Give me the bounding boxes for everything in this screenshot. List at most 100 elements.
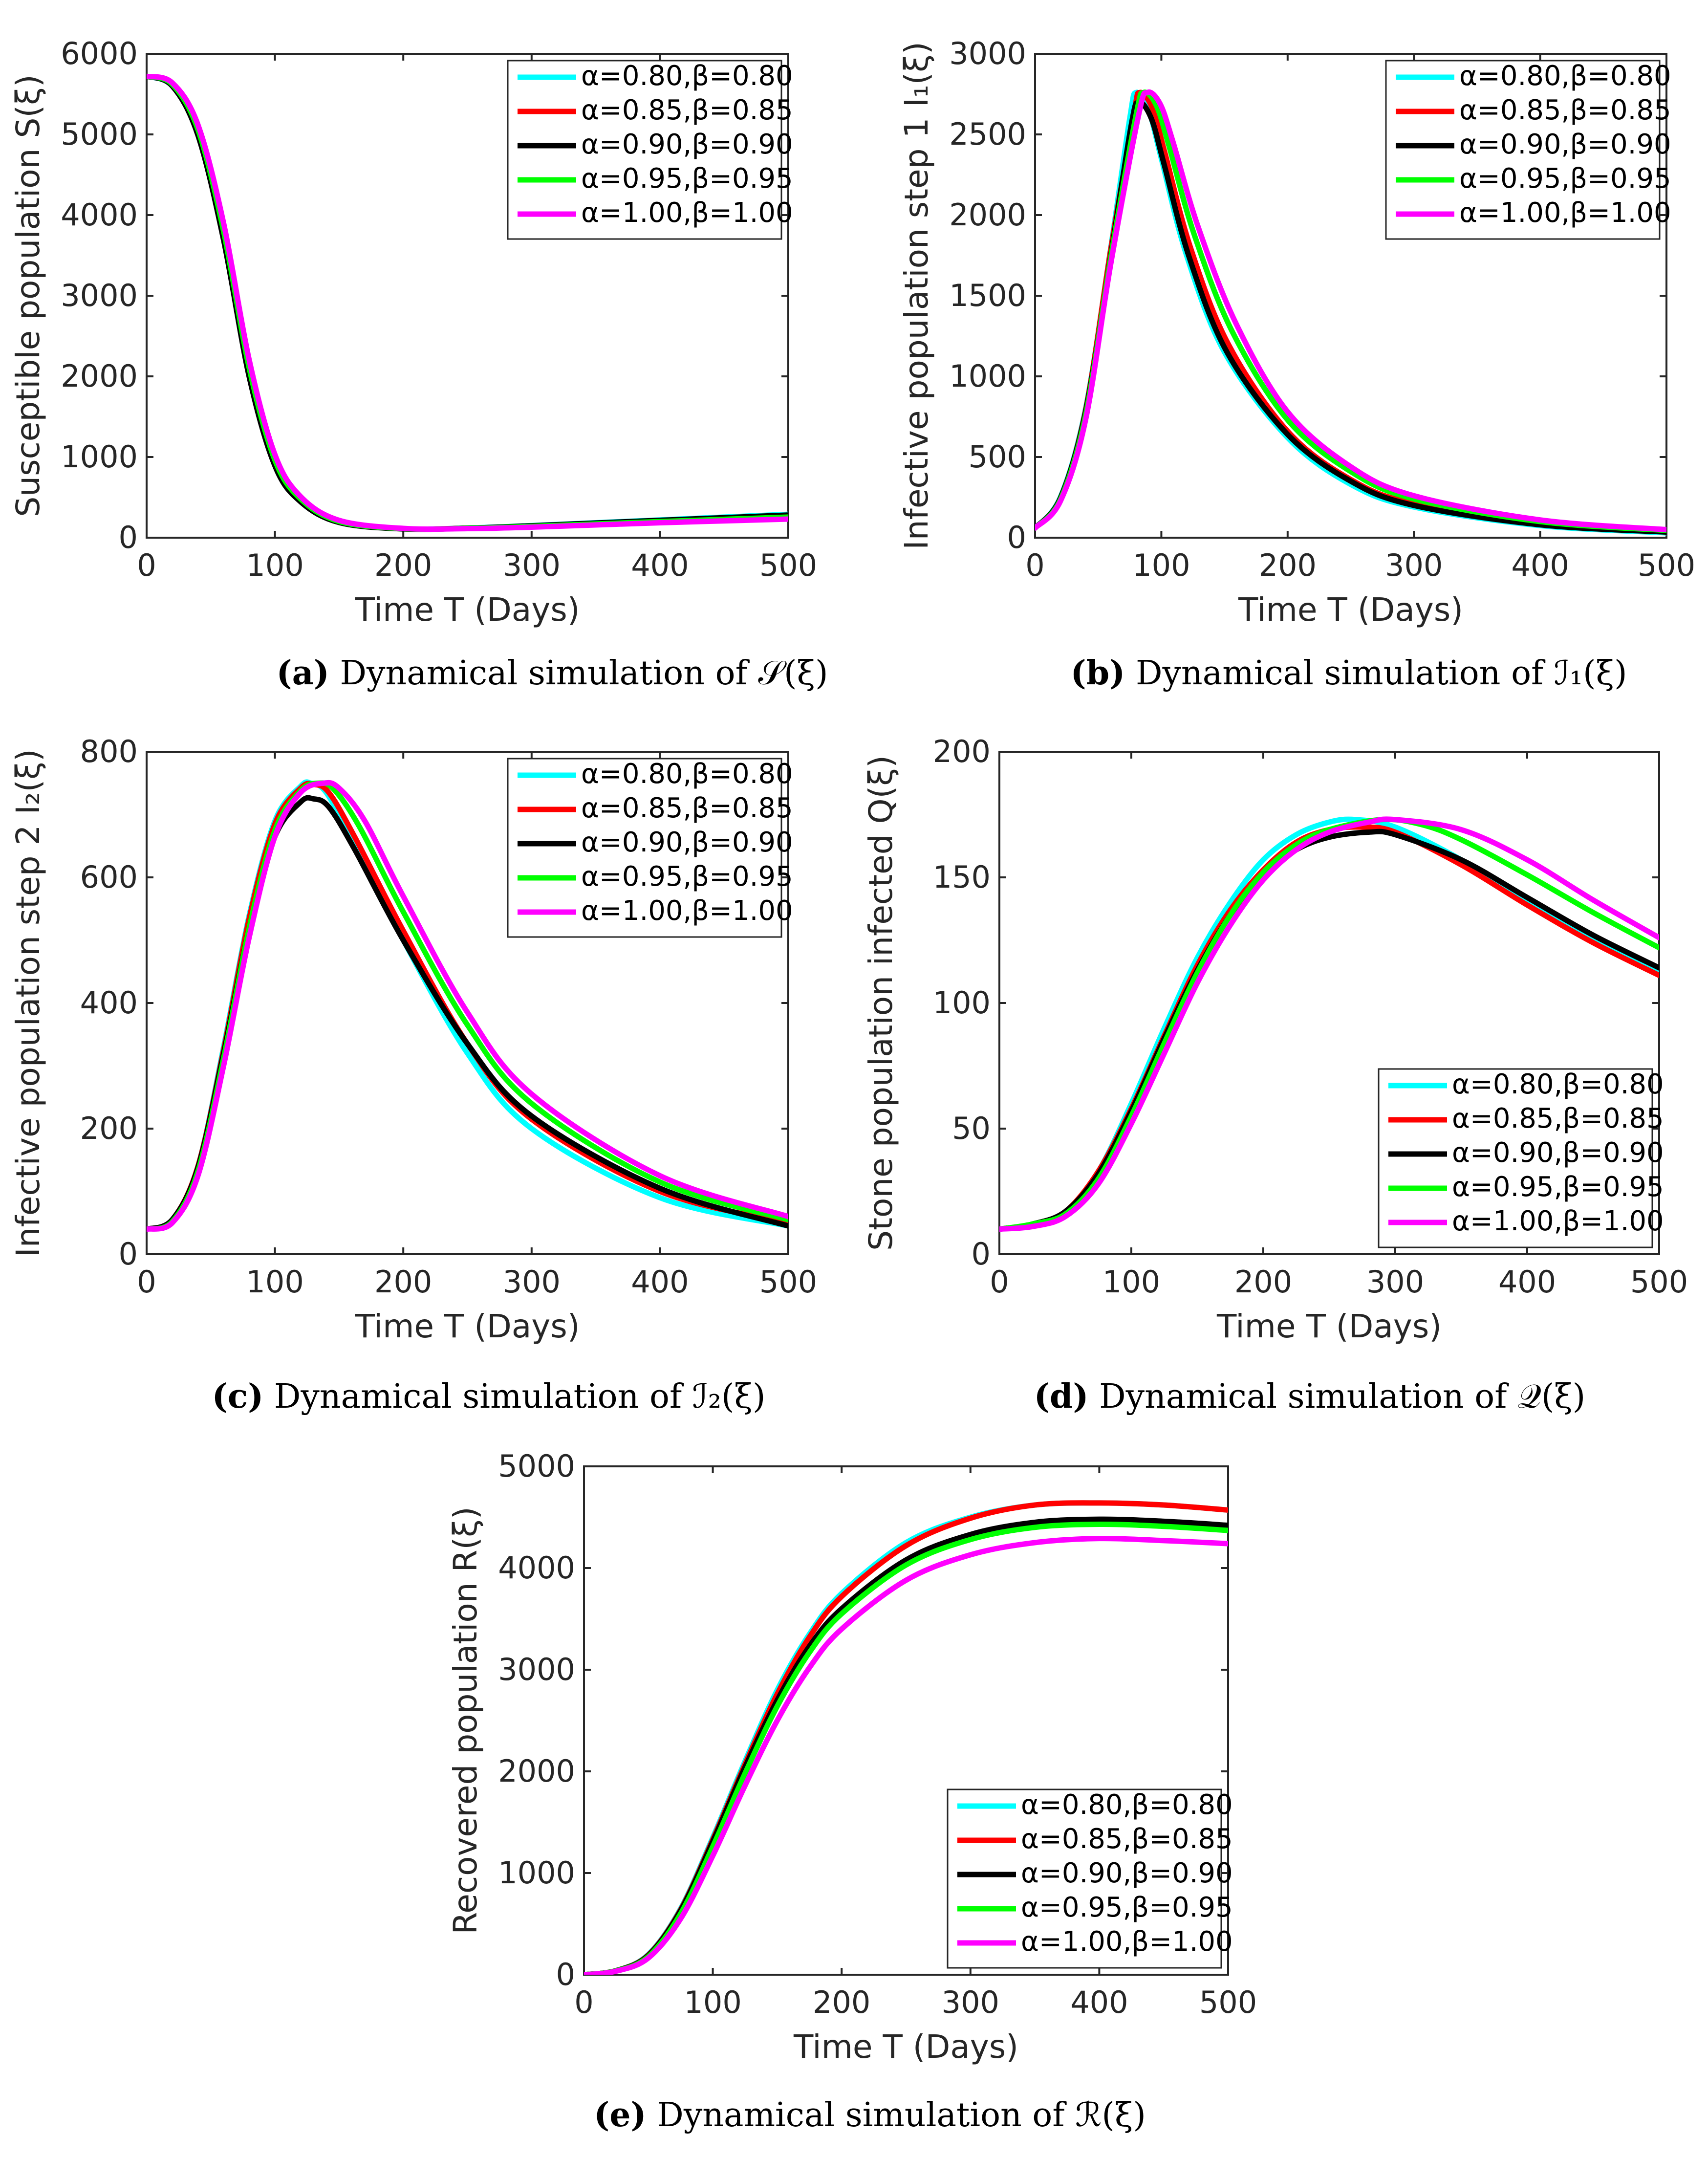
caption-tag: (c) bbox=[212, 1377, 264, 1416]
x-tick-label: 200 bbox=[813, 1984, 870, 2020]
x-tick-label: 200 bbox=[374, 1264, 432, 1300]
x-tick-label: 100 bbox=[246, 547, 303, 583]
y-tick-label: 100 bbox=[933, 985, 991, 1021]
y-tick-label: 2000 bbox=[498, 1753, 575, 1789]
legend-entry: α=0.80,β=0.80 bbox=[1459, 60, 1671, 92]
y-tick-label: 0 bbox=[119, 520, 138, 555]
x-tick-label: 0 bbox=[1025, 547, 1044, 583]
x-tick-label: 300 bbox=[942, 1984, 999, 2020]
y-tick-label: 4000 bbox=[498, 1550, 575, 1586]
legend: α=0.80,β=0.80α=0.85,β=0.85α=0.90,β=0.90α… bbox=[947, 1788, 1233, 1969]
legend-box bbox=[1385, 60, 1661, 240]
legend-entry: α=0.95,β=0.95 bbox=[581, 163, 793, 195]
x-tick-label: 200 bbox=[374, 547, 432, 583]
legend-entry: α=0.95,β=0.95 bbox=[1459, 163, 1671, 195]
y-tick-label: 50 bbox=[952, 1111, 991, 1146]
legend-entry: α=0.95,β=0.95 bbox=[1021, 1892, 1233, 1923]
caption-text: Dynamical simulation of ℐ₂(ξ) bbox=[263, 1377, 765, 1416]
legend: α=0.80,β=0.80α=0.85,β=0.85α=0.90,β=0.90α… bbox=[1385, 60, 1671, 240]
panel-caption: (d) Dynamical simulation of 𝒬(ξ) bbox=[1034, 1377, 1586, 1416]
caption-tag: (b) bbox=[1070, 654, 1125, 693]
y-tick-label: 200 bbox=[80, 1111, 138, 1146]
panel-caption: (e) Dynamical simulation of ℛ(ξ) bbox=[594, 2095, 1146, 2135]
legend-entry: α=0.80,β=0.80 bbox=[1452, 1068, 1664, 1100]
x-axis-title: Time T (Days) bbox=[354, 591, 580, 629]
y-axis-title: Stone population infected Q(ξ) bbox=[862, 755, 900, 1251]
plot-frame bbox=[583, 1465, 1229, 1976]
caption-tag: (d) bbox=[1034, 1377, 1089, 1416]
legend-entry: α=0.90,β=0.90 bbox=[1021, 1857, 1233, 1889]
legend-entry: α=1.00,β=1.00 bbox=[581, 895, 793, 927]
series-line-5 bbox=[147, 73, 788, 532]
x-tick-label: 300 bbox=[1385, 547, 1443, 583]
x-tick-label: 300 bbox=[503, 547, 561, 583]
x-tick-label: 400 bbox=[1070, 1984, 1128, 2020]
x-tick-label: 0 bbox=[990, 1264, 1009, 1300]
y-tick-label: 0 bbox=[119, 1236, 138, 1272]
chart-panel-e: 0 100 200 300 400 500010002000300040005000Tim… bbox=[447, 1448, 1257, 2135]
x-tick-label: 200 bbox=[1234, 1264, 1292, 1300]
y-tick-label: 1000 bbox=[61, 439, 138, 475]
y-tick-label: 0 bbox=[1007, 520, 1026, 555]
x-tick-label: 400 bbox=[1498, 1264, 1556, 1300]
y-tick-label: 1000 bbox=[498, 1855, 575, 1891]
x-tick-label: 100 bbox=[684, 1984, 741, 2020]
y-tick-label: 3000 bbox=[61, 278, 138, 313]
x-tick-label: 400 bbox=[631, 1264, 689, 1300]
legend-entry: α=0.85,β=0.85 bbox=[581, 792, 793, 824]
y-axis-title: Infective population step 1 I₁(ξ) bbox=[898, 42, 935, 549]
x-tick-label: 400 bbox=[631, 547, 689, 583]
x-tick-label: 0 bbox=[137, 547, 156, 583]
x-tick-label: 100 bbox=[246, 1264, 303, 1300]
x-tick-label: 100 bbox=[1103, 1264, 1160, 1300]
legend: α=0.80,β=0.80α=0.85,β=0.85α=0.90,β=0.90α… bbox=[1378, 1068, 1664, 1248]
y-tick-label: 2500 bbox=[949, 116, 1026, 152]
caption-text: Dynamical simulation of 𝒬(ξ) bbox=[1089, 1377, 1586, 1416]
x-tick-label: 500 bbox=[759, 1264, 817, 1300]
legend-entry: α=0.90,β=0.90 bbox=[1459, 129, 1671, 160]
legend: α=0.80,β=0.80α=0.85,β=0.85α=0.90,β=0.90α… bbox=[507, 60, 793, 240]
chart-panel-c: 0 100 200 300 400 500 0 200 400 600 800 Time T (Day… bbox=[9, 734, 817, 1416]
caption-text: Dynamical simulation of ℛ(ξ) bbox=[647, 2096, 1146, 2135]
x-tick-label: 300 bbox=[503, 1264, 561, 1300]
x-tick-label: 200 bbox=[1259, 547, 1317, 583]
legend-entry: α=1.00,β=1.00 bbox=[1021, 1926, 1233, 1958]
chart-panel-d: 0 100 200 300 400 500 0 50 100 150 200 Time T (Days… bbox=[862, 734, 1688, 1416]
y-axis-title: Susceptible population S(ξ) bbox=[9, 74, 47, 517]
legend-entry: α=0.85,β=0.85 bbox=[1021, 1823, 1233, 1855]
legend-entry: α=0.90,β=0.90 bbox=[1452, 1137, 1664, 1169]
y-tick-label: 1000 bbox=[949, 358, 1026, 394]
legend-box bbox=[1378, 1068, 1653, 1248]
y-tick-label: 3000 bbox=[498, 1652, 575, 1687]
y-tick-label: 200 bbox=[933, 734, 991, 769]
y-tick-label: 0 bbox=[972, 1236, 991, 1272]
y-tick-label: 400 bbox=[80, 985, 138, 1021]
x-tick-label: 300 bbox=[1366, 1264, 1424, 1300]
panel-caption: (c) Dynamical simulation of ℐ₂(ξ) bbox=[212, 1377, 766, 1416]
legend-entry: α=1.00,β=1.00 bbox=[1459, 197, 1671, 229]
legend-entry: α=0.85,β=0.85 bbox=[581, 94, 793, 126]
x-tick-label: 500 bbox=[1199, 1984, 1257, 2020]
legend-entry: α=0.85,β=0.85 bbox=[1452, 1103, 1664, 1134]
caption-tag: (a) bbox=[276, 654, 329, 693]
y-tick-label: 2000 bbox=[949, 197, 1026, 233]
y-tick-label: 3000 bbox=[949, 36, 1026, 71]
x-tick-label: 100 bbox=[1132, 547, 1190, 583]
x-axis-title: Time T (Days) bbox=[1238, 591, 1463, 629]
series-line-5 bbox=[584, 1536, 1228, 1975]
legend-entry: α=0.85,β=0.85 bbox=[1459, 94, 1671, 126]
x-tick-label: 400 bbox=[1511, 547, 1569, 583]
y-tick-label: 5000 bbox=[498, 1448, 575, 1484]
y-tick-label: 150 bbox=[933, 859, 991, 895]
series-line-5 bbox=[1035, 89, 1666, 532]
x-tick-label: 500 bbox=[1630, 1264, 1688, 1300]
legend-entry: α=0.95,β=0.95 bbox=[581, 861, 793, 893]
series-line-5 bbox=[147, 780, 788, 1232]
x-axis-title: Time T (Days) bbox=[354, 1308, 580, 1345]
y-tick-label: 0 bbox=[556, 1957, 575, 1992]
legend-entry: α=1.00,β=1.00 bbox=[581, 197, 793, 229]
y-tick-label: 2000 bbox=[61, 358, 138, 394]
y-axis-title: Infective population step 2 I₂(ξ) bbox=[9, 749, 47, 1257]
x-axis-title: Time T (Days) bbox=[793, 2028, 1018, 2066]
